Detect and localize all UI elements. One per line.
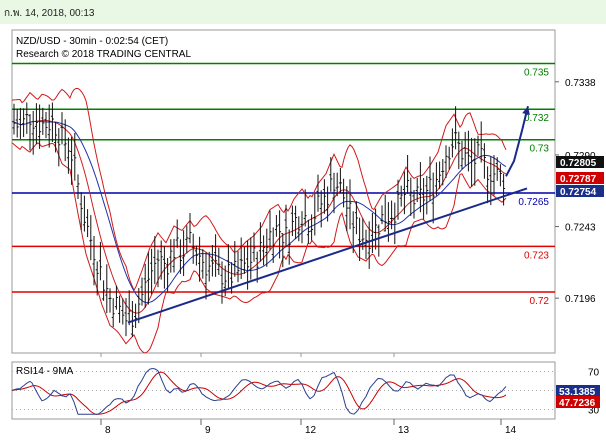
forecast-arrowhead (522, 106, 530, 115)
price-tag-0: 0.72805 (560, 158, 597, 169)
price-tag-bg-1 (556, 172, 604, 184)
x-tick-label-3: 13 (398, 425, 410, 436)
forecast-line (505, 105, 529, 177)
level-label-0: 0.735 (524, 68, 549, 79)
rsi-tick-label-2: 30 (588, 406, 600, 417)
rsi-tag-bg-0 (556, 385, 600, 397)
header-bar: ก.พ. 14, 2018, 00:13 (0, 0, 606, 24)
level-label-1: 0.732 (524, 113, 549, 124)
rsi-tag-1: 47.7236 (559, 398, 596, 409)
rsi-tag-bg-1 (556, 396, 600, 408)
datetime-label: ก.พ. 14, 2018, 00:13 (4, 8, 95, 19)
x-tick-label-0: 8 (105, 425, 111, 436)
x-tick-label-1: 9 (205, 425, 211, 436)
y-tick-label-0: 0.7338 (565, 78, 596, 89)
x-tick-label-4: 14 (505, 425, 517, 436)
level-label-2: 0.73 (530, 144, 550, 155)
price-tag-1: 0.72787 (560, 174, 597, 185)
price-tag-2: 0.72754 (560, 187, 597, 198)
support-trendline (127, 187, 528, 324)
chart-title: NZD/USD - 30min - 0:02:54 (CET) (16, 36, 168, 47)
rsi-line (11, 368, 507, 415)
level-label-5: 0.72 (530, 296, 550, 307)
y-tick-label-2: 0.7243 (565, 223, 596, 234)
bollinger-upper (11, 88, 507, 292)
price-tag-bg-2 (556, 185, 604, 197)
level-label-3: 0.7265 (518, 197, 549, 208)
level-label-4: 0.723 (524, 250, 549, 261)
price-tag-bg-0 (556, 156, 604, 168)
rsi-tick-label-0: 70 (588, 368, 600, 379)
chart-subtitle: Research © 2018 TRADING CENTRAL (16, 49, 191, 60)
rsi-title: RSI14 - 9MA (16, 366, 74, 377)
rsi-tag-0: 53.1385 (559, 387, 596, 398)
x-tick-label-2: 12 (305, 425, 317, 436)
y-tick-label-3: 0.7196 (565, 294, 596, 305)
